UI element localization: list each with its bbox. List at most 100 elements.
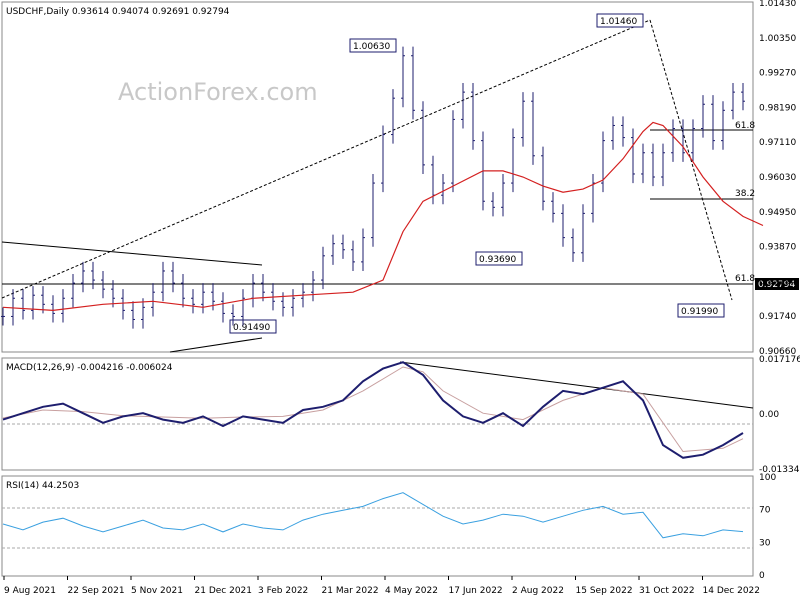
macd-signal-line [2,366,744,453]
x-tick-label: 15 Sep 2022 [576,586,633,596]
rsi-y-ticks: 100 70 30 0 [759,473,776,581]
price-bar [31,286,35,320]
x-tick-label: 5 Nov 2021 [131,586,183,596]
price-bar [361,228,365,271]
annotation-box [475,251,523,266]
price-bar [111,280,115,308]
price-bar [81,261,85,293]
price-bar [611,116,615,150]
price-bar [41,286,45,314]
x-axis-ticks: 9 Aug 2021 22 Sep 2021 5 Nov 2021 21 Dec 20… [3,576,761,596]
x-tick-label: 17 Jun 2022 [449,586,503,596]
watermark: ActionForex.com [118,78,318,106]
x-tick-label: 21 Dec 2021 [195,586,253,596]
price-y-tick-label: 0.93870 [759,243,796,253]
annotation-box [349,38,397,53]
price-bar [231,304,235,326]
price-panel-frame [1,1,754,353]
price-bar [421,101,425,174]
price-bar [731,83,735,120]
price-bar [691,119,695,162]
price-bar [71,274,75,308]
fib-label-3: 61.8 [735,274,755,284]
x-tick-label: 31 Oct 2022 [639,586,695,596]
annotation-box [596,13,644,28]
rsi-y-tick-label: 0 [759,571,765,581]
price-bar [171,261,175,293]
price-bar [121,289,125,320]
price-bar [261,274,265,302]
rsi-y-tick-label: 70 [759,506,771,516]
macd-trendline [399,361,754,409]
price-y-tick-label: 1.01430 [759,0,796,9]
price-bar [461,83,465,129]
price-bar [411,46,415,120]
price-bar [541,146,545,211]
price-bar [471,83,475,150]
price-bar [21,289,25,320]
price-bar [561,204,565,247]
rsi-y-tick-label: 100 [759,473,776,483]
price-bar [381,125,385,193]
price-bar [91,261,95,290]
annotation-low-2: 0.91490 [233,323,270,333]
annotation-box [229,319,277,334]
x-tick-label: 9 Aug 2021 [4,586,56,596]
rsi-title: RSI(14) 44.2503 [6,481,79,491]
trend-lines [1,19,754,409]
price-bar [191,289,195,314]
price-bar [201,283,205,314]
price-bar [391,89,395,144]
price-bar [701,95,705,138]
price-bar [51,295,55,323]
price-y-tick-label: 1.00350 [759,34,796,44]
x-tick-label: 2 Aug 2022 [512,586,564,596]
price-bar [521,92,525,147]
x-tick-label: 14 Dec 2022 [703,586,761,596]
ma-line [2,121,764,312]
price-bar [711,95,715,150]
price-bar [441,173,445,205]
price-bar [491,192,495,217]
macd-y-tick-label: 0.017176 [759,355,800,365]
rsi-lines [2,492,744,539]
price-bar [61,289,65,323]
price-bar [651,143,655,187]
macd-y-tick-label: 0.00 [759,410,779,420]
price-annotations: 1.00630 1.01460 0.93690 0.91490 0.91990 [229,13,725,334]
x-tick-label: 4 May 2022 [385,586,438,596]
macd-y-ticks: 0.017176 0.00 -0.013340 [759,355,800,475]
price-bar [161,261,165,302]
price-bar [241,289,245,326]
trendline-upper [1,241,263,266]
price-bar [741,83,745,111]
price-bar [571,228,575,262]
price-bar [221,292,225,323]
price-bar [181,274,185,308]
price-bar [631,128,635,184]
trendline-falling [649,19,733,301]
price-bar [151,283,155,317]
price-y-tick-label: 0.92794 [759,277,796,287]
price-y-tick-label: 0.90660 [759,347,796,357]
price-bar [581,204,585,262]
price-y-tick-label: 0.96030 [759,173,796,183]
price-bar [621,116,625,147]
price-y-tick-label: 0.97110 [759,138,796,148]
price-bar [591,173,595,223]
price-bar [641,143,645,184]
trendline-rising [1,19,651,299]
price-lines [2,121,764,312]
macd-lines [2,361,744,459]
price-bar [321,246,325,290]
price-bars [1,46,745,329]
annotation-low-3: 0.91990 [681,307,718,317]
price-bar [671,119,675,162]
rsi-line [2,492,744,539]
current-price-label: 0.92794 [758,280,795,290]
price-bar [331,234,335,265]
price-bar [1,307,5,326]
price-bar [501,173,505,217]
price-bar [551,192,555,223]
